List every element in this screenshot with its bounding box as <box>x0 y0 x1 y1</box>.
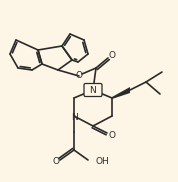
Polygon shape <box>112 87 130 99</box>
Text: OH: OH <box>95 157 109 165</box>
Text: N: N <box>71 112 77 122</box>
Text: N: N <box>90 86 96 95</box>
FancyBboxPatch shape <box>84 84 102 96</box>
Text: O: O <box>53 157 59 167</box>
Text: O: O <box>109 130 116 139</box>
Text: O: O <box>109 50 116 60</box>
Text: O: O <box>75 72 82 80</box>
